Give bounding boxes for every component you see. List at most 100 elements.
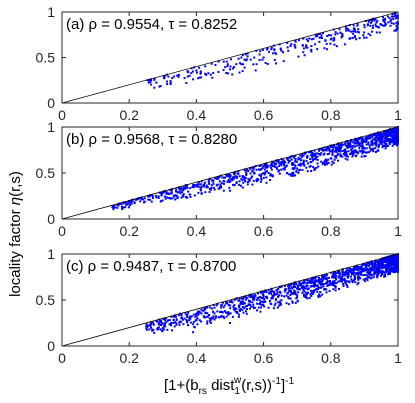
- data-point: [140, 196, 143, 199]
- data-point: [251, 301, 254, 304]
- data-point: [192, 78, 195, 81]
- data-point: [356, 139, 359, 142]
- panel-a: 0 0.2 0.4 0.6 0.8 100.51(a) ρ = 0.9554, τ = 0…: [36, 4, 403, 123]
- data-point: [311, 156, 314, 159]
- data-point: [303, 290, 306, 293]
- data-point: [169, 196, 172, 199]
- data-point: [359, 268, 362, 271]
- data-point: [292, 286, 295, 289]
- x-tick-label: 0.8: [321, 350, 341, 366]
- data-point: [372, 276, 375, 279]
- data-point: [361, 150, 364, 153]
- data-point: [248, 307, 251, 310]
- data-point: [346, 276, 349, 279]
- data-point: [354, 145, 357, 148]
- data-point: [170, 322, 173, 325]
- data-point: [369, 149, 372, 152]
- data-point: [146, 328, 149, 331]
- data-point: [259, 180, 262, 183]
- x-axis-label-part-c: dist: [207, 377, 235, 394]
- data-point: [197, 183, 200, 186]
- data-point: [209, 318, 212, 321]
- data-point: [285, 172, 288, 175]
- data-point: [235, 182, 238, 185]
- data-point: [368, 134, 371, 137]
- data-point: [366, 23, 369, 26]
- x-tick-label: 0.6: [254, 107, 274, 123]
- data-point: [332, 274, 335, 277]
- data-point: [387, 260, 390, 263]
- data-point: [333, 272, 336, 275]
- data-point: [323, 274, 326, 277]
- data-point: [358, 31, 361, 34]
- data-point: [125, 201, 128, 204]
- data-point: [305, 159, 308, 162]
- data-point: [336, 32, 339, 35]
- data-point: [314, 35, 317, 38]
- data-point: [222, 182, 225, 185]
- data-point: [363, 140, 366, 143]
- data-point: [323, 161, 326, 164]
- data-point: [192, 320, 195, 323]
- data-point: [325, 147, 328, 150]
- data-point: [385, 142, 388, 145]
- data-point: [299, 154, 302, 157]
- data-point: [242, 63, 245, 66]
- data-point: [161, 192, 164, 195]
- data-point: [365, 36, 368, 39]
- data-point: [369, 274, 372, 277]
- data-point: [158, 323, 161, 326]
- data-point: [376, 276, 379, 279]
- data-point: [319, 295, 322, 298]
- data-point: [344, 141, 347, 144]
- data-point: [335, 278, 338, 281]
- data-point: [343, 150, 346, 153]
- data-point: [182, 187, 185, 190]
- data-point: [352, 150, 355, 153]
- data-point: [234, 175, 237, 178]
- data-point: [203, 307, 206, 310]
- data-point: [173, 194, 176, 197]
- data-point: [389, 24, 392, 27]
- data-point: [375, 144, 378, 147]
- reference-line-c: [61, 253, 399, 347]
- data-point: [186, 321, 189, 324]
- data-point: [384, 140, 387, 143]
- data-point: [259, 290, 262, 293]
- data-point: [278, 169, 281, 172]
- data-point: [190, 67, 193, 70]
- data-point: [159, 328, 162, 331]
- data-point: [315, 284, 318, 287]
- y-tick-label: 1: [47, 4, 55, 20]
- data-point: [223, 310, 226, 313]
- data-point: [376, 260, 379, 263]
- data-point: [216, 184, 219, 187]
- data-point: [214, 177, 217, 180]
- data-point: [263, 163, 266, 166]
- data-point: [377, 149, 380, 152]
- data-point: [389, 20, 392, 23]
- data-point: [318, 278, 321, 281]
- data-point: [306, 279, 309, 282]
- data-point: [174, 198, 177, 201]
- data-point: [384, 144, 387, 147]
- data-point: [346, 27, 349, 30]
- data-point: [185, 184, 188, 187]
- data-point: [300, 283, 303, 286]
- data-point: [393, 140, 396, 143]
- data-point: [183, 317, 186, 320]
- data-point: [231, 315, 234, 318]
- data-point: [171, 197, 174, 200]
- data-point: [185, 320, 188, 323]
- data-point: [305, 295, 308, 298]
- data-point: [394, 261, 397, 264]
- data-point: [148, 195, 151, 198]
- data-point: [116, 206, 119, 209]
- data-point: [354, 36, 357, 39]
- data-point: [245, 308, 248, 311]
- data-point: [394, 130, 397, 133]
- data-point: [339, 31, 342, 34]
- data-point: [339, 153, 342, 156]
- data-point: [262, 293, 265, 296]
- data-point: [219, 185, 222, 188]
